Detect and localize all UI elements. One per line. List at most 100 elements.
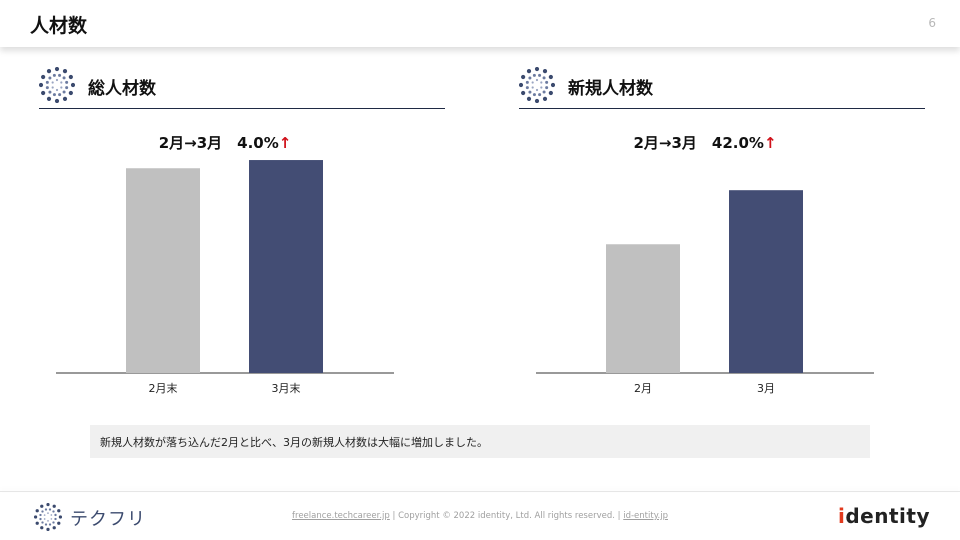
section-header: 総人材数 [39,64,445,109]
icon-dot [521,74,526,80]
x-tick-label: 2月 [634,382,652,395]
icon-dot [531,86,534,89]
icon-dot [545,86,549,90]
icon-dot [540,81,543,84]
x-tick-label: 2月末 [149,381,178,395]
change-label: 2月→3月 42.0%↑ [536,132,874,153]
icon-dot [538,93,542,97]
section-title: 総人材数 [88,79,156,99]
icon-dot [68,90,73,96]
separator: | [617,511,621,521]
brand-logo-prefix: i [838,504,846,528]
icon-dot [534,98,540,103]
icon-dot [46,69,52,74]
icon-dot [542,69,548,74]
icon-dot [542,76,546,80]
icon-dot [535,88,539,92]
icon-dot [54,513,57,517]
icon-dot [528,76,532,80]
icon-dot [41,74,46,80]
icon-dot [528,90,532,94]
dotted-circle-icon [34,503,62,531]
chart-total-talent: 2月→3月 4.0%↑ 2月末 3月末 [56,128,394,403]
icon-dot [46,503,50,507]
site-link[interactable]: freelance.techcareer.jp [292,511,390,521]
dotted-circle-icon [519,67,555,103]
change-label-text: 2月→3月 4.0% [158,134,279,152]
icon-dot [526,96,532,101]
logo-text: テクフリ [70,509,146,530]
note-box: 新規人材数が落ち込んだ2月と比べ、3月の新規人材数は大幅に増加しました。 [90,425,870,458]
icon-dot [70,82,75,88]
up-arrow-icon: ↑ [278,134,292,152]
icon-dot [46,96,52,101]
icon-dot [540,86,543,89]
icon-dot [54,67,60,72]
icon-dot [54,517,57,521]
footer-divider [0,491,960,492]
page-number: 6 [928,16,936,30]
icon-dot [60,81,63,84]
change-label: 2月→3月 4.0%↑ [56,132,394,153]
icon-dot [548,74,553,80]
icon-dot [45,80,49,84]
bar-chart: 2月末 3月末 [56,160,394,395]
icon-dot [47,512,49,514]
icon-dot [35,521,39,525]
x-tick-label: 3月 [757,382,775,395]
icon-dot [54,98,60,103]
icon-dot [58,93,62,97]
icon-dot [526,69,532,74]
separator: | [392,511,396,521]
icon-dot [39,82,44,88]
dotted-circle-icon [39,67,75,103]
page-title: 人材数 [30,15,88,37]
company-link[interactable]: id-entity.jp [623,511,668,521]
icon-dot [68,74,73,80]
icon-dot [52,93,56,97]
icon-dot [525,80,529,84]
icon-dot [43,518,46,520]
icon-dot [52,510,55,513]
icon-dot [57,521,61,525]
icon-dot [550,82,555,88]
icon-dot [57,509,61,513]
footer-links: freelance.techcareer.jp | Copyright © 20… [270,511,690,521]
icon-dot [45,86,49,90]
icon-dot [534,67,540,72]
copyright-text: Copyright © 2022 identity, Ltd. All righ… [398,511,615,521]
icon-dot [46,527,50,531]
icon-dot [47,520,49,522]
icon-dot [50,518,53,520]
icon-dot [51,86,54,89]
icon-dot [41,521,44,524]
icon-dot [34,515,38,519]
icon-dot [44,523,48,526]
change-label-text: 2月→3月 42.0% [633,134,764,152]
icon-dot [58,73,62,77]
bar [126,168,200,373]
bar [606,244,680,373]
icon-dot [48,523,52,526]
chart-new-talent: 2月→3月 42.0%↑ 2月 3月 [536,128,874,403]
bar-chart: 2月 3月 [536,190,874,395]
x-tick-label: 3月末 [272,381,301,395]
icon-dot [40,526,44,530]
section-header: 新規人材数 [519,64,925,109]
bar [249,160,323,373]
icon-dot [52,73,56,77]
icon-dot [62,96,68,101]
icon-dot [60,86,63,89]
note-text: 新規人材数が落ち込んだ2月と比べ、3月の新規人材数は大幅に増加しました。 [100,436,488,449]
icon-dot [52,504,56,508]
icon-dot [545,80,549,84]
icon-dot [48,76,52,80]
icon-dot [51,81,54,84]
icon-dot [532,73,536,77]
icon-dot [39,513,42,517]
icon-dot [55,88,59,92]
icon-dot [41,90,46,96]
icon-dot [525,86,529,90]
icon-dot [65,80,69,84]
icon-dot [548,90,553,96]
